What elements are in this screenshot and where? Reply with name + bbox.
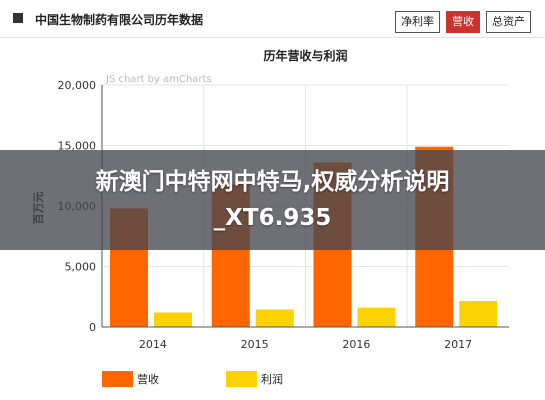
header-divider (0, 37, 545, 38)
tab-revenue[interactable]: 营收 (446, 11, 480, 33)
legend-swatch (102, 371, 133, 387)
overlay-text: 新澳门中特网中特马,权威分析说明_XT6.935 (95, 169, 450, 231)
page-header: 中国生物制药有限公司历年数据 净利率 营收 总资产 (0, 0, 545, 40)
title-square-icon (13, 13, 23, 23)
chart-title: 历年营收与利润 (263, 48, 347, 63)
bar-profit (255, 309, 294, 327)
bar-profit (459, 300, 498, 327)
legend-label: 营收 (137, 372, 159, 386)
metric-tabs: 净利率 营收 总资产 (395, 11, 531, 33)
overlay-banner: 新澳门中特网中特马,权威分析说明_XT6.935 (0, 150, 545, 250)
amcharts-watermark: JS chart by amCharts (105, 74, 212, 85)
bar-profit (154, 312, 192, 327)
tab-net-margin[interactable]: 净利率 (395, 11, 440, 33)
x-tick-label: 2017 (444, 338, 472, 351)
y-tick-label: 20,000 (58, 79, 97, 92)
legend-label: 利润 (261, 372, 283, 386)
x-tick-label: 2014 (139, 338, 167, 351)
tab-total-assets[interactable]: 总资产 (486, 11, 531, 33)
y-tick-label: 0 (89, 321, 96, 334)
legend-swatch (226, 371, 257, 387)
y-tick-label: 15,000 (58, 140, 97, 153)
x-tick-label: 2016 (342, 338, 370, 351)
bar-profit (357, 307, 396, 327)
y-tick-label: 5,000 (65, 261, 97, 274)
x-tick-label: 2015 (241, 338, 269, 351)
page-title: 中国生物制药有限公司历年数据 (35, 13, 204, 27)
